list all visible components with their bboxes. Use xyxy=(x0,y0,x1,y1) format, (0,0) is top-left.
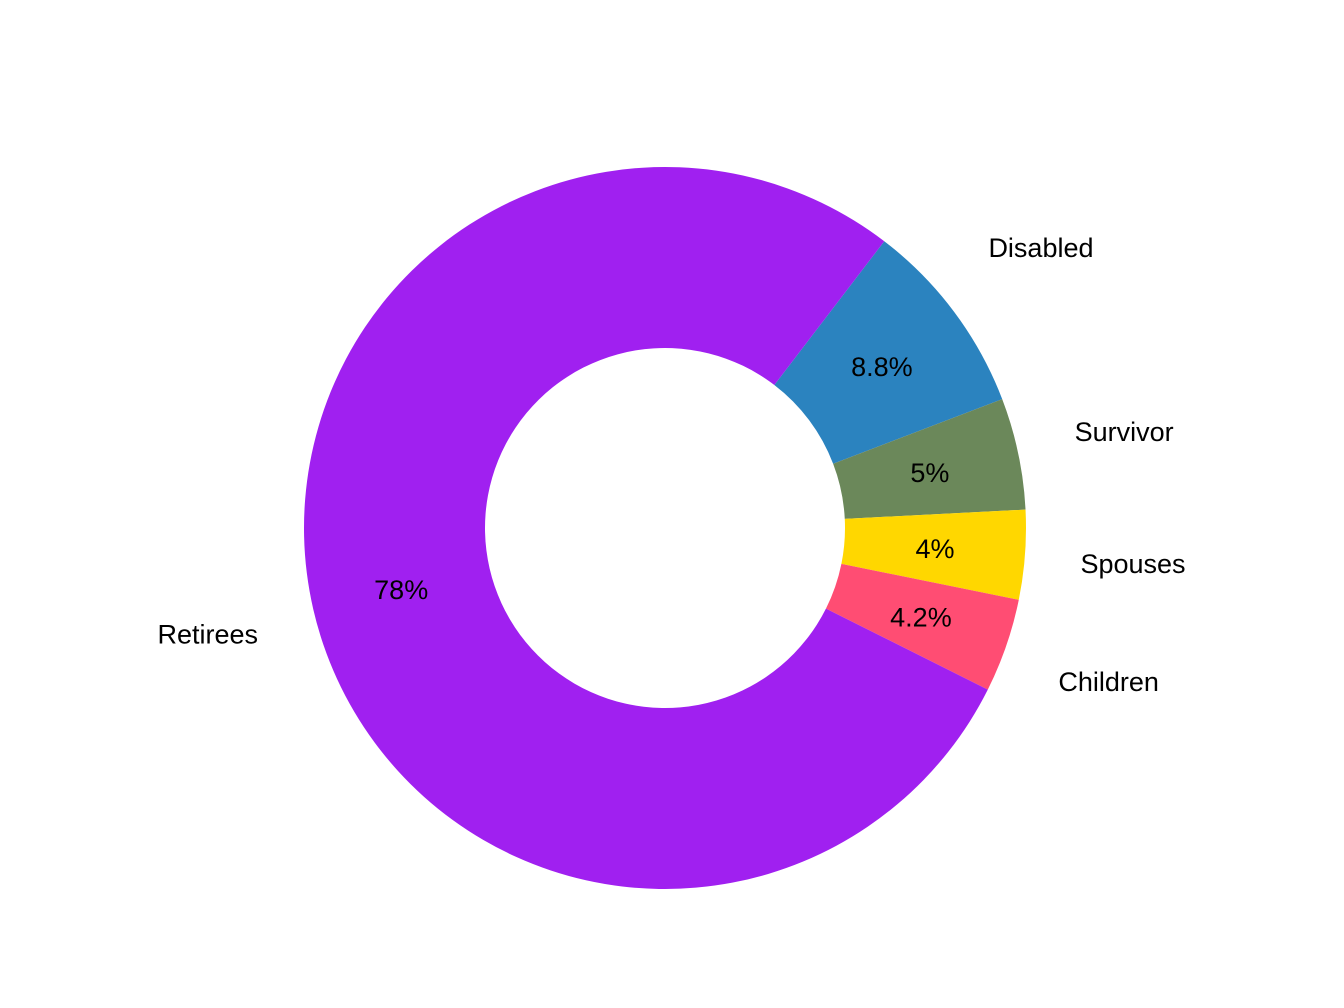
slice-spouses xyxy=(841,509,1026,600)
category-label-children: Children xyxy=(1058,667,1159,697)
slice-survivor xyxy=(833,399,1026,519)
value-label-retirees: 78% xyxy=(374,575,428,605)
slice-children xyxy=(825,563,1019,690)
category-label-survivor: Survivor xyxy=(1075,417,1174,447)
value-label-disabled: 8.8% xyxy=(851,352,913,382)
slice-disabled xyxy=(774,241,1003,464)
value-label-children: 4.2% xyxy=(890,602,952,632)
category-label-retirees: Retirees xyxy=(157,620,258,650)
category-label-disabled: Disabled xyxy=(988,233,1093,263)
slices xyxy=(303,166,1026,890)
value-label-spouses: 4% xyxy=(915,534,954,564)
labels: 8.8% Disabled 5% Survivor 4% Spouses 4.2% Child… xyxy=(157,233,1185,697)
value-label-survivor: 5% xyxy=(910,458,949,488)
category-label-spouses: Spouses xyxy=(1080,549,1185,579)
slice-retirees xyxy=(303,166,988,890)
